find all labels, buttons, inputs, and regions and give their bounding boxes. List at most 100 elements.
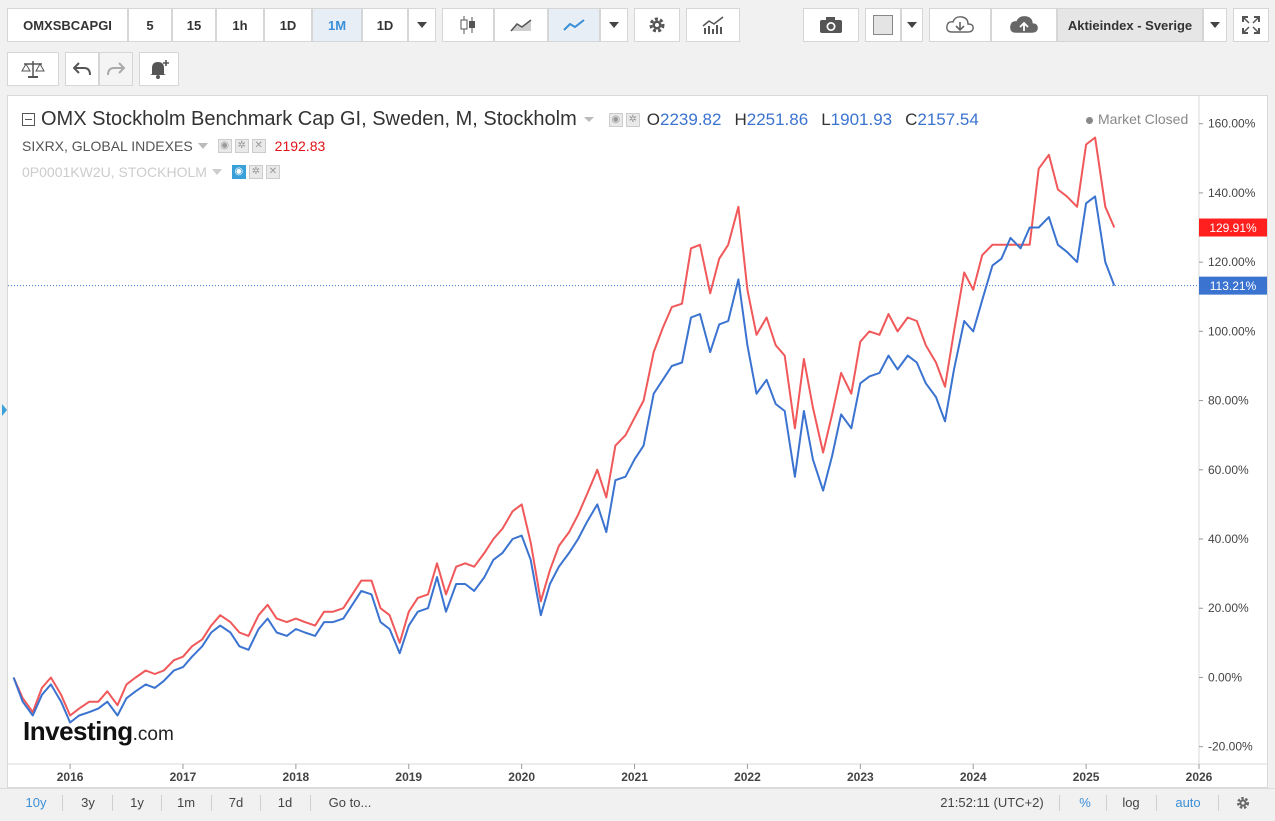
series-line-red <box>12 136 1116 717</box>
interval-1h-button[interactable]: 1h <box>216 8 264 42</box>
settings-gear-icon[interactable] <box>634 8 680 42</box>
area-chart-icon[interactable] <box>494 8 548 42</box>
index-chevron-down-icon[interactable] <box>1203 8 1227 42</box>
y-tick-label: 160.00% <box>1208 117 1256 131</box>
percent-scale-button[interactable]: % <box>1079 795 1091 810</box>
ohlc-open-value: 2239.82 <box>660 109 722 129</box>
x-tick-label: 2022 <box>734 770 761 784</box>
candlestick-icon[interactable] <box>442 8 494 42</box>
symbol-title[interactable]: OMX Stockholm Benchmark Cap GI, Sweden, … <box>41 108 577 130</box>
x-tick-label: 2021 <box>621 770 648 784</box>
interval-dropdown-button[interactable]: 1D <box>362 8 408 42</box>
last-value-label: 129.91% <box>1209 221 1257 235</box>
range-10y-button[interactable]: 10y <box>25 795 47 810</box>
compare1-close-icon[interactable]: ✕ <box>251 139 266 153</box>
market-status: Market Closed <box>1086 111 1188 127</box>
compare2-close-icon[interactable]: ✕ <box>265 165 280 179</box>
compare2-chevron-down-icon[interactable] <box>211 168 222 176</box>
x-tick-label: 2017 <box>170 770 197 784</box>
range-1d-button[interactable]: 1d <box>277 795 293 810</box>
compare1-chevron-down-icon[interactable] <box>197 142 208 150</box>
x-tick-label: 2025 <box>1073 770 1100 784</box>
compare-scale-icon[interactable] <box>7 52 59 86</box>
ohlc-close-value: 2157.54 <box>917 109 979 129</box>
compare2-eye-icon[interactable]: ◉ <box>231 165 246 179</box>
collapse-toggle-icon[interactable] <box>22 113 35 126</box>
y-tick-label: 80.00% <box>1208 394 1249 408</box>
line-chart-icon[interactable] <box>548 8 600 42</box>
fullscreen-icon[interactable] <box>1233 8 1269 42</box>
ohlc-high-value: 2251.86 <box>746 109 809 129</box>
compare1-value: 2192.83 <box>274 138 326 154</box>
compare1-label[interactable]: SIXRX, GLOBAL INDEXES <box>22 138 193 154</box>
bottom-toolbar: 10y 3y 1y 1m 7d 1d Go to... 21:52:11 (UT… <box>0 788 1275 817</box>
y-tick-label: -20.00% <box>1208 740 1253 754</box>
symbol-input[interactable]: OMXSBCAPGI <box>7 8 128 42</box>
ohlc-low: L1901.93 <box>821 109 893 129</box>
index-select[interactable]: Aktieindex - Sverige <box>1057 8 1203 42</box>
undo-icon[interactable] <box>65 52 99 86</box>
eye-icon[interactable]: ◉ <box>608 112 623 127</box>
interval-15-button[interactable]: 15 <box>172 8 216 42</box>
compare-legend-1: SIXRX, GLOBAL INDEXES ◉ ✲ ✕ 2192.83 <box>22 138 325 154</box>
y-tick-label: 60.00% <box>1208 463 1249 477</box>
range-1m-button[interactable]: 1m <box>176 795 196 810</box>
title-chevron-down-icon[interactable] <box>583 116 595 124</box>
ohlc-low-value: 1901.93 <box>830 109 893 129</box>
add-alert-bell-icon[interactable] <box>139 52 179 86</box>
cloud-upload-icon[interactable] <box>991 8 1057 42</box>
last-value-badge <box>1199 276 1267 295</box>
clock-timezone[interactable]: 21:52:11 (UTC+2) <box>940 795 1044 810</box>
compare2-settings-icon[interactable]: ✲ <box>248 165 263 179</box>
x-tick-label: 2023 <box>847 770 874 784</box>
redo-icon[interactable] <box>99 52 133 86</box>
range-1y-button[interactable]: 1y <box>130 795 144 810</box>
y-axis: -20.00% 0.00% 20.00% 40.00% 60.00% 80.00% 100.… <box>1199 117 1256 754</box>
goto-button[interactable]: Go to... <box>328 795 372 810</box>
chart-toolbar: OMXSBCAPGI 5 15 1h 1D 1M 1D Aktieindex -… <box>0 0 1275 92</box>
compare2-label[interactable]: 0P0001KW2U, STOCKHOLM <box>22 164 207 180</box>
interval-1d-button[interactable]: 1D <box>264 8 312 42</box>
color-swatch-button[interactable] <box>865 8 901 42</box>
series-layer: 129.91% 113.21% <box>8 136 1267 724</box>
compare1-settings-icon[interactable]: ✲ <box>234 139 249 153</box>
bottom-settings-gear-icon[interactable] <box>1228 789 1258 817</box>
x-tick-label: 2020 <box>508 770 535 784</box>
indicators-icon[interactable] <box>686 8 740 42</box>
color-chevron-down-icon[interactable] <box>901 8 923 42</box>
chart-canvas[interactable]: 2016 2017 2018 2019 2020 2021 2022 2023 2024 2025… <box>8 96 1267 787</box>
last-value-label: 113.21% <box>1210 279 1257 293</box>
log-scale-button[interactable]: log <box>1122 795 1140 810</box>
x-axis: 2016 2017 2018 2019 2020 2021 2022 2023 2024 2025… <box>57 764 1213 784</box>
auto-scale-button[interactable]: auto <box>1175 795 1201 810</box>
market-status-text: Market Closed <box>1098 111 1189 127</box>
ohlc-close: C2157.54 <box>905 109 979 129</box>
range-7d-button[interactable]: 7d <box>228 795 244 810</box>
cloud-download-icon[interactable] <box>929 8 991 42</box>
chart-panel[interactable]: 2016 2017 2018 2019 2020 2021 2022 2023 2024 2025… <box>2 95 1268 788</box>
y-tick-label: 20.00% <box>1208 601 1249 615</box>
interval-1m-button[interactable]: 1M <box>312 8 362 42</box>
compare1-eye-icon[interactable]: ◉ <box>217 139 232 153</box>
y-tick-label: 0.00% <box>1208 670 1242 684</box>
y-tick-label: 40.00% <box>1208 532 1249 546</box>
camera-snapshot-icon[interactable] <box>803 8 859 42</box>
main-legend: OMX Stockholm Benchmark Cap GI, Sweden, … <box>22 108 979 131</box>
scroll-left-handle-icon[interactable] <box>2 404 7 416</box>
status-dot-icon <box>1086 116 1093 124</box>
y-tick-label: 100.00% <box>1208 324 1256 338</box>
y-tick-label: 140.00% <box>1208 186 1256 200</box>
interval-chevron-down-icon[interactable] <box>408 8 436 42</box>
x-tick-label: 2018 <box>283 770 310 784</box>
last-value-badge <box>1199 218 1267 237</box>
investing-logo: Investing.com <box>23 716 174 746</box>
range-3y-button[interactable]: 3y <box>81 795 95 810</box>
ohlc-open: O2239.82 <box>646 109 722 129</box>
x-tick-label: 2019 <box>395 770 422 784</box>
chart-type-chevron-down-icon[interactable] <box>600 8 628 42</box>
settings-icon[interactable]: ✲ <box>625 112 640 127</box>
x-tick-label: 2016 <box>57 770 84 784</box>
interval-5-button[interactable]: 5 <box>128 8 172 42</box>
compare-legend-2: 0P0001KW2U, STOCKHOLM ◉ ✲ ✕ <box>22 164 283 180</box>
series-line-blue <box>12 195 1116 724</box>
